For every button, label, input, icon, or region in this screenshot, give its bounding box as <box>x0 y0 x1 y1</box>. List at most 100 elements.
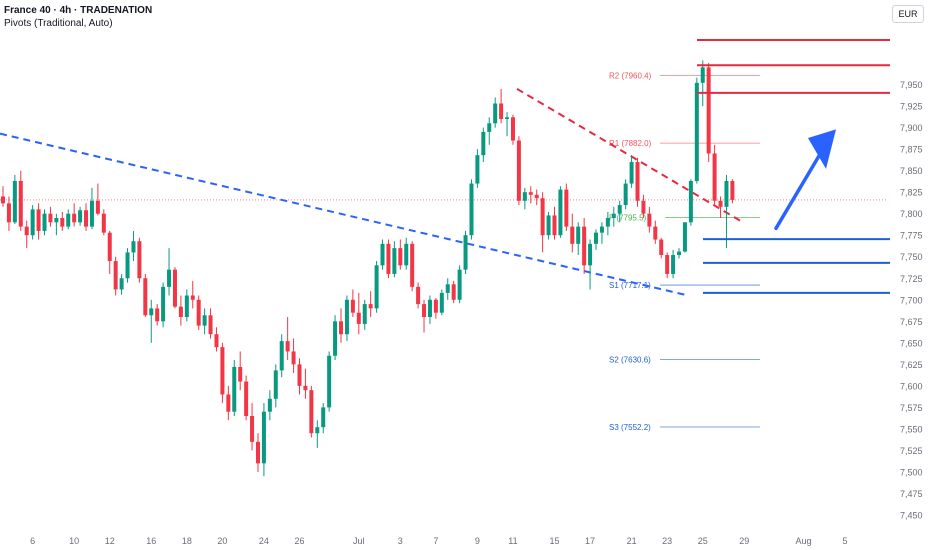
time-tick-label: 20 <box>217 536 227 546</box>
price-tick-label: 7,525 <box>900 446 923 456</box>
candle-body <box>273 370 278 399</box>
candle-body <box>250 416 255 442</box>
candle-body <box>30 209 35 236</box>
candle-body <box>113 261 118 290</box>
candle-body <box>24 226 29 236</box>
currency-badge[interactable]: EUR <box>892 5 924 23</box>
candle-body <box>671 255 676 274</box>
candle-body <box>101 213 106 233</box>
candle-body <box>647 213 652 227</box>
time-tick-label: 21 <box>627 536 637 546</box>
candle-body <box>653 226 658 240</box>
candle-body <box>303 385 308 391</box>
time-tick-label: 11 <box>508 536 517 546</box>
candle-body <box>214 334 219 348</box>
indicator-label: Pivots (Traditional, Auto) <box>4 18 113 29</box>
candle-body <box>623 183 628 206</box>
candle-body <box>339 321 344 335</box>
candle-body <box>641 200 646 214</box>
candle-body <box>226 394 231 412</box>
candle-body <box>368 304 373 309</box>
candle-body <box>522 192 527 201</box>
candle-body <box>48 213 53 223</box>
candle-body <box>617 205 622 214</box>
candle-body <box>599 226 604 233</box>
candle-body <box>700 67 705 83</box>
candle-body <box>694 82 699 181</box>
candle-body <box>665 255 670 274</box>
time-tick-label: 26 <box>294 536 304 546</box>
pivot-label: S1 (7717.1) <box>609 281 651 290</box>
candle-body <box>333 321 338 356</box>
candle-body <box>344 299 349 335</box>
pivot-label: P (7795.5) <box>609 214 647 223</box>
price-tick-label: 7,775 <box>900 231 923 241</box>
candle-body <box>1 196 5 204</box>
candle-body <box>505 117 510 119</box>
candle-body <box>380 243 385 266</box>
candle-body <box>172 269 177 307</box>
candle-body <box>546 215 551 236</box>
candle-body <box>493 103 498 124</box>
time-tick-label: 16 <box>146 536 156 546</box>
candle-body <box>499 103 504 119</box>
candle-body <box>682 222 687 252</box>
candle-body <box>588 243 593 266</box>
price-tick-label: 7,625 <box>900 360 923 370</box>
candle-body <box>60 218 65 227</box>
candle-body <box>107 232 112 262</box>
candle-body <box>315 427 320 434</box>
time-tick-label: 12 <box>105 536 115 546</box>
candle-body <box>36 209 41 231</box>
candle-body <box>42 213 47 231</box>
price-tick-label: 7,950 <box>900 80 923 90</box>
candle-body <box>261 411 266 464</box>
price-tick-label: 7,725 <box>900 274 923 284</box>
price-tick-label: 7,875 <box>900 145 923 155</box>
candle-body <box>285 341 290 352</box>
candle-body <box>155 308 160 322</box>
candle-body <box>161 286 166 322</box>
time-tick-label: 17 <box>585 536 595 546</box>
candle-body <box>552 215 557 236</box>
candle-body <box>167 269 172 287</box>
candle-body <box>516 140 521 201</box>
candle-body <box>439 292 444 313</box>
time-tick-label: 3 <box>398 536 403 546</box>
candle-body <box>677 251 682 256</box>
candle-body <box>6 203 11 223</box>
candlesticks <box>1 60 735 477</box>
time-tick-label: 29 <box>739 536 749 546</box>
price-tick-label: 7,750 <box>900 252 923 262</box>
candle-body <box>528 192 533 195</box>
price-tick-label: 7,825 <box>900 188 923 198</box>
time-tick-label: 18 <box>182 536 192 546</box>
time-tick-label: Jul <box>353 536 365 546</box>
candle-body <box>119 278 124 290</box>
candle-body <box>433 299 438 313</box>
candle-body <box>510 117 515 141</box>
price-tick-label: 7,675 <box>900 317 923 327</box>
time-tick-label: 10 <box>69 536 79 546</box>
candle-body <box>149 308 154 316</box>
candle-body <box>374 265 379 309</box>
candle-body <box>125 252 130 279</box>
candle-body <box>730 180 735 200</box>
price-axis-bg <box>890 0 932 528</box>
candle-body <box>451 284 456 300</box>
candle-body <box>659 239 664 256</box>
candle-body <box>350 299 355 313</box>
candle-body <box>95 200 100 214</box>
candle-body <box>611 213 616 218</box>
candle-body <box>570 226 575 244</box>
candle-body <box>534 194 539 199</box>
candle-body <box>386 243 391 274</box>
candle-body <box>131 241 136 253</box>
candle-body <box>137 241 142 279</box>
candle-body <box>463 235 468 270</box>
candle-body <box>724 180 729 207</box>
price-tick-label: 7,925 <box>900 102 923 112</box>
pivot-label: S2 (7630.6) <box>609 356 651 365</box>
arrow-shaft <box>774 149 824 231</box>
